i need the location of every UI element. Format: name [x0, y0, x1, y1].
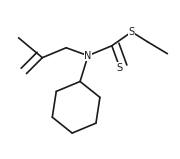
Text: S: S: [129, 27, 135, 37]
Text: S: S: [117, 63, 123, 73]
Text: N: N: [84, 51, 92, 61]
